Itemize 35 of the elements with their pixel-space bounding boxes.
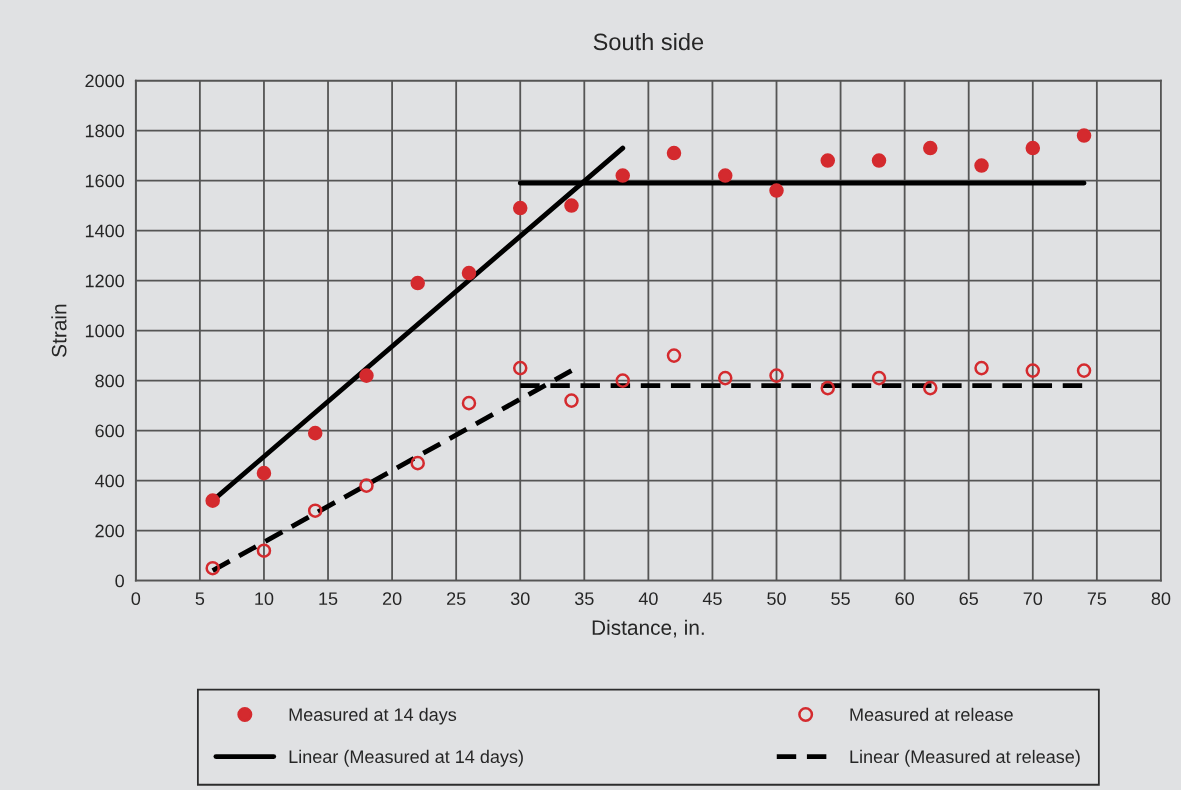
y-tick-label: 0 xyxy=(115,574,124,588)
x-tick-label: 15 xyxy=(319,592,338,606)
x-tick-label: 55 xyxy=(831,592,850,606)
x-tick-label: 20 xyxy=(382,592,402,606)
y-axis-title: Strain xyxy=(51,304,67,357)
x-tick-label: 30 xyxy=(510,592,530,606)
y-tick-label: 1600 xyxy=(85,174,124,188)
x-tick-label: 50 xyxy=(767,592,786,606)
x-tick-label: 45 xyxy=(702,592,722,606)
y-tick-label: 200 xyxy=(95,524,124,538)
y-tick-label: 800 xyxy=(95,374,124,388)
x-tick-label: 60 xyxy=(895,592,914,606)
x-tick-label: 75 xyxy=(1087,592,1107,606)
legend-label: Measured at release xyxy=(850,707,1013,722)
x-tick-label: 65 xyxy=(959,592,978,606)
y-tick-label: 400 xyxy=(95,474,124,488)
y-tick-label: 2000 xyxy=(85,74,124,88)
y-tick-label: 1000 xyxy=(85,324,124,338)
y-tick-label: 1200 xyxy=(85,274,124,288)
y-tick-label: 600 xyxy=(95,424,124,438)
x-tick-label: 80 xyxy=(1151,592,1171,606)
x-tick-label: 35 xyxy=(574,592,594,606)
x-tick-label: 5 xyxy=(195,592,205,606)
legend-label: Linear (Measured at release) xyxy=(850,749,1080,767)
chart-title: South side xyxy=(593,32,704,51)
y-tick-label: 1800 xyxy=(85,124,124,138)
y-tick-label: 1400 xyxy=(85,224,124,238)
x-tick-label: 10 xyxy=(255,592,274,606)
x-tick-label: 70 xyxy=(1023,592,1043,606)
x-axis-title: Distance, in. xyxy=(592,619,704,638)
legend-label: Linear (Measured at 14 days) xyxy=(289,749,523,767)
x-tick-label: 40 xyxy=(638,592,658,606)
x-tick-label: 25 xyxy=(447,592,466,606)
legend-label: Measured at 14 days xyxy=(289,707,457,725)
x-tick-label: 0 xyxy=(131,592,141,606)
